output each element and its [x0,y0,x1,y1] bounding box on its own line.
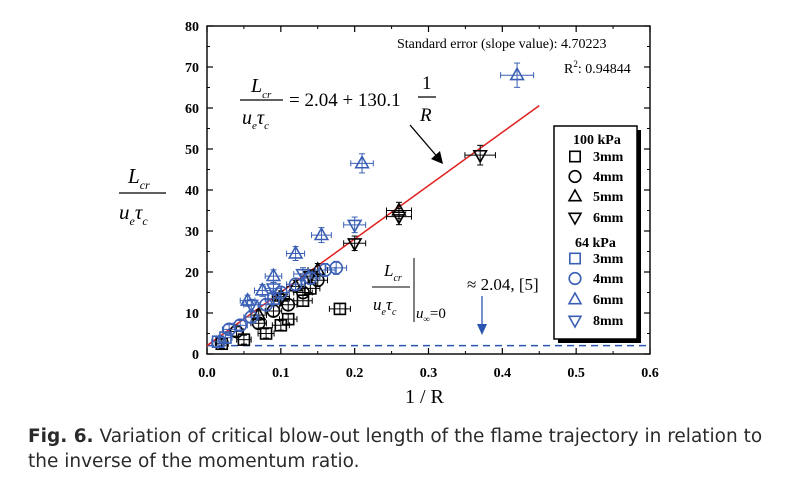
fit-line-group [206,104,540,347]
legend-marker-triangle-up [567,291,583,305]
ylabel-num: Lcr [127,164,150,192]
legend-label: 5mm [593,190,624,205]
data-point [346,219,363,234]
data-point [233,318,248,333]
error-bar [311,227,332,244]
x-tick-label: 0.5 [567,366,585,381]
data-point [219,331,232,344]
data-point [287,245,304,259]
legend-marker-circle [568,271,582,286]
data-point [243,299,259,314]
fit-frac-den: R [419,105,432,126]
y-tick-label: 10 [185,307,199,322]
data-point [509,66,525,81]
limit-value: ≈ 2.04, [5] [467,275,539,294]
fit-rhs: = 2.04 + 130.1 [289,90,401,111]
y-tick-label: 60 [185,102,199,117]
fit-line [206,104,540,347]
fit-arrow-head [431,151,443,164]
limit-num: Lcr [383,261,402,284]
error-bar [232,319,248,331]
x-tick-label: 0.6 [641,366,659,381]
fit-equation: Lcr ueτc = 2.04 + 130.1 1 R [240,73,436,132]
x-tick-label: 0.4 [494,366,512,381]
error-bar [328,303,351,315]
legend-marker-triangle-down [567,212,583,226]
limit-arrow-head [477,324,487,335]
limit-cond: u∞=0 [416,306,446,324]
stats-r2-value: : 0.94844 [578,62,631,77]
data-point [295,268,311,283]
stats-r2-prefix: R [564,62,574,77]
limit-annotation: Lcr ueτc u∞=0 ≈ 2.04, [5] [372,258,539,324]
legend-marker-triangle-up [567,188,583,202]
data-point [281,312,295,326]
ylabel-den: ueτc [119,200,148,228]
legend-label: 3mm [593,252,624,267]
y-tick-label: 40 [185,184,199,199]
legend-marker-triangle-down [567,315,583,329]
fit-lhs-num: Lcr [250,75,272,101]
data-marks [211,62,535,351]
data-point [354,154,370,169]
legend-marker-square [568,150,581,163]
x-axis-label: 1 / R [405,386,445,408]
stats-slope-error: Standard error (slope value): 4.70223 [397,37,607,52]
legend-label: 4mm [593,272,624,287]
legend-box [553,125,638,340]
y-tick-label: 0 [192,348,199,363]
stats-r2-sup: 2 [573,59,578,69]
data-point [391,211,407,226]
legend-label: 3mm [593,150,624,165]
x-tick-label: 0.2 [346,366,364,381]
data-point [288,277,303,292]
data-point [265,267,282,282]
y-tick-label: 50 [185,143,199,158]
legend-group1-title: 100 kPa [573,133,621,148]
y-axis-label: Lcr ueτc [119,164,166,228]
data-point [265,283,282,297]
y-tick-label: 20 [185,266,199,281]
fit-arrow [409,124,441,161]
y-tick-label: 30 [185,225,199,240]
data-point [310,261,326,276]
data-point [313,226,330,241]
x-tick-label: 0.0 [198,366,216,381]
y-tick-label: 80 [185,20,199,35]
legend-label: 6mm [593,293,624,308]
limit-den: ueτc [373,295,397,318]
legend-marker-square [568,252,581,265]
legend-label: 8mm [593,314,624,329]
legend-marker-circle [568,169,582,184]
caption-text: Variation of critical blow-out length of… [28,426,763,472]
data-point [472,149,488,164]
fit-lhs-den: ueτc [242,107,269,132]
legend-label: 4mm [593,170,624,185]
data-point [333,302,347,316]
error-bar [350,153,374,174]
series-64-kpa-8mm [243,216,367,314]
x-tick-label: 0.3 [420,366,438,381]
caption-label: Fig. 6. [28,426,94,447]
error-bar [221,324,237,335]
legend: 100 kPa 64 kPa 3mm 4mm 5mm 6mm 3mm 4mm 6mm 8mm [553,125,641,343]
legend-label: 6mm [593,211,624,226]
fit-frac-num: 1 [422,73,432,94]
data-point [329,260,344,275]
stats-r2: R2: 0.94844 [564,59,631,77]
figure-caption: Fig. 6. Variation of critical blow-out l… [28,424,773,474]
legend-group2-title: 64 kPa [575,236,616,251]
chart: 0.0 0.1 0.2 0.3 0.4 0.5 0.6 0 10 20 30 40 50 60 70 80 S… [119,20,659,408]
data-point [259,327,273,340]
error-bar [500,62,535,88]
error-bar [325,260,348,275]
data-point [346,238,363,252]
plot-axes: 0.0 0.1 0.2 0.3 0.4 0.5 0.6 0 10 20 30 40 50 60 70 80 [185,20,659,381]
data-point [259,297,273,312]
x-tick-label: 0.1 [272,366,290,381]
y-tick-label: 70 [185,61,199,76]
